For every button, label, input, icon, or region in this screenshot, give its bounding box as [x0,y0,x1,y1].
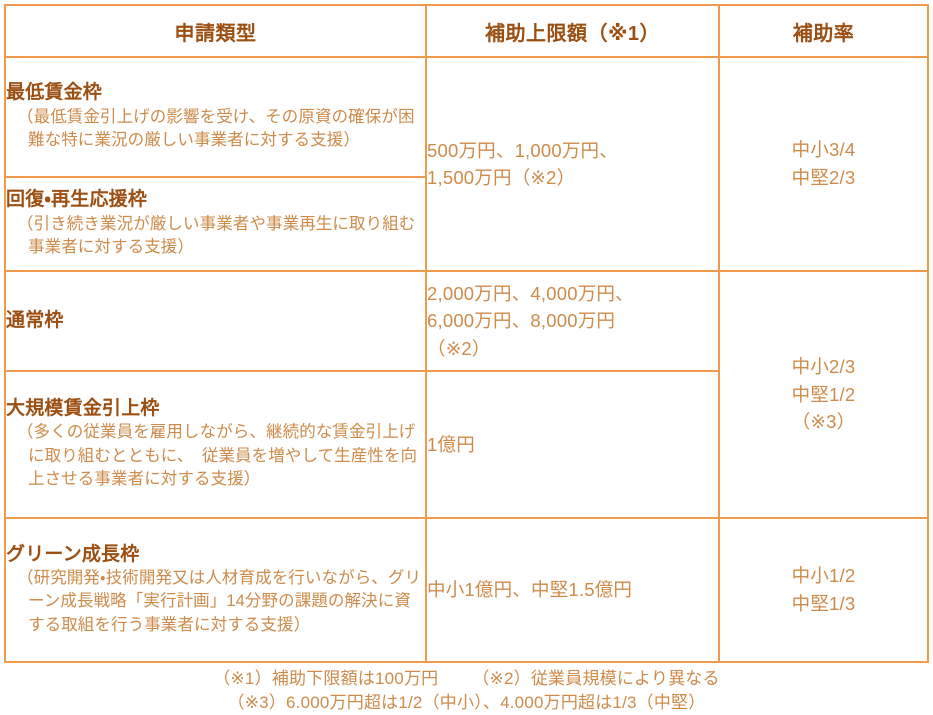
type-title: 通常枠 [6,309,64,331]
table-body: 最低賃金枠 （最低賃金引上げの影響を受け、その原資の確保が困難な特に業況の厳しい… [4,56,929,663]
rate-cell-b: 中小2/3 中堅1/2 （※3） [718,270,929,519]
table-row: 回復・再生応援枠 （引き続き業況が厳しい事業者や事業再生に取り組む事業者に対する… [4,176,928,272]
table-row: グリーン成長枠 （研究開発・技術開発又は人材育成を行いながら、グリーン成長戦略「… [4,517,929,663]
type-description: （研究開発・技術開発又は人材育成を行いながら、グリーン成長戦略「実行計画」14分… [17,568,422,634]
rate-line: 中堅1/2 [791,383,856,405]
column-header-subsidy-rate: 補助率 [718,4,929,58]
amount-cell-c: 1億円 [425,370,720,519]
footnotes: （※1）補助下限額は100万円 （※2）従業員規模により異なる （※3）6.000… [4,667,929,715]
column-header-application-type: 申請類型 [4,4,427,58]
amount-line: 2,000万円、4,000万円、 [427,282,634,304]
rate-line: 中小2/3 [791,355,856,377]
amount-line: 1,500万円（※2） [427,167,576,188]
type-title: 回復・再生応援枠 [6,189,148,211]
type-description: （多くの従業員を雇用しながら、継続的な賃金引上げに取り組むとともに、 従業員を増… [17,423,418,489]
column-header-subsidy-limit: 補助上限額（※1） [425,4,720,58]
type-cell-recovery: 回復・再生応援枠 （引き続き業況が厳しい事業者や事業再生に取り組む事業者に対する… [4,176,427,272]
rate-line: 中小1/2 [791,565,856,587]
table-row: 最低賃金枠 （最低賃金引上げの影響を受け、その原資の確保が困難な特に業況の厳しい… [4,56,929,272]
footnote-1: （※1）補助下限額は100万円 [213,669,439,688]
footnote-3: （※3）6.000万円超は1/2（中小）、4.000万円超は1/3（中堅） [227,693,706,713]
amount-cell-d: 中小1億円、中堅1.5億円 [425,517,720,663]
rate-line: 中堅2/3 [791,167,856,188]
amount-line: 1億円 [427,433,475,455]
amount-line: 6,000万円、8,000万円 [427,310,616,332]
amount-cell-b: 2,000万円、4,000万円、 6,000万円、8,000万円 （※2） [425,270,720,372]
amount-line: 中小1億円、中堅1.5億円 [427,579,633,601]
type-cell-min-wage: 最低賃金枠 （最低賃金引上げの影響を受け、その原資の確保が困難な特に業況の厳しい… [4,56,427,178]
amount-cell-a: 500万円、1,000万円、 1,500万円（※2） [425,56,720,272]
type-cell-normal: 通常枠 [4,270,427,372]
type-description: （最低賃金引上げの影響を受け、その原資の確保が困難な特に業況の厳しい事業者に対す… [17,107,415,150]
rate-cell-c: 中小1/2 中堅1/3 [718,517,929,663]
type-title: グリーン成長枠 [6,543,140,565]
type-description: （引き続き業況が厳しい事業者や事業再生に取り組む事業者に対する支援） [17,214,416,257]
footnote-line-1: （※1）補助下限額は100万円 （※2）従業員規模により異なる [4,667,929,691]
table-row: 大規模賃金引上枠 （多くの従業員を雇用しながら、継続的な賃金引上げに取り組むとと… [4,370,928,519]
rate-line: 中小3/4 [791,139,856,161]
footnote-line-2: （※3）6.000万円超は1/2（中小）、4.000万円超は1/3（中堅） [4,691,929,715]
type-title: 最低賃金枠 [6,82,103,104]
footnote-2: （※2）従業員規模により異なる [472,669,720,688]
rate-line: （※3） [791,411,856,433]
type-cell-large-wage: 大規模賃金引上枠 （多くの従業員を雇用しながら、継続的な賃金引上げに取り組むとと… [4,370,427,519]
amount-line: 500万円、1,000万円、 [427,139,618,161]
subsidy-table: 申請類型 補助上限額（※1） 補助率 最低賃金枠 （最低賃金引上げの影響を受け、… [4,4,929,663]
rate-cell-a: 中小3/4 中堅2/3 [718,56,929,272]
table-header: 申請類型 補助上限額（※1） 補助率 [4,4,929,58]
amount-line: （※2） [427,337,491,359]
type-cell-green-growth: グリーン成長枠 （研究開発・技術開発又は人材育成を行いながら、グリーン成長戦略「… [4,517,427,663]
type-title: 大規模賃金引上枠 [6,398,160,420]
rate-line: 中堅1/3 [791,593,856,614]
table-row: 通常枠 2,000万円、4,000万円、 6,000万円、8,000万円 （※2… [4,270,929,519]
table-header-row: 申請類型 補助上限額（※1） 補助率 [4,4,929,58]
